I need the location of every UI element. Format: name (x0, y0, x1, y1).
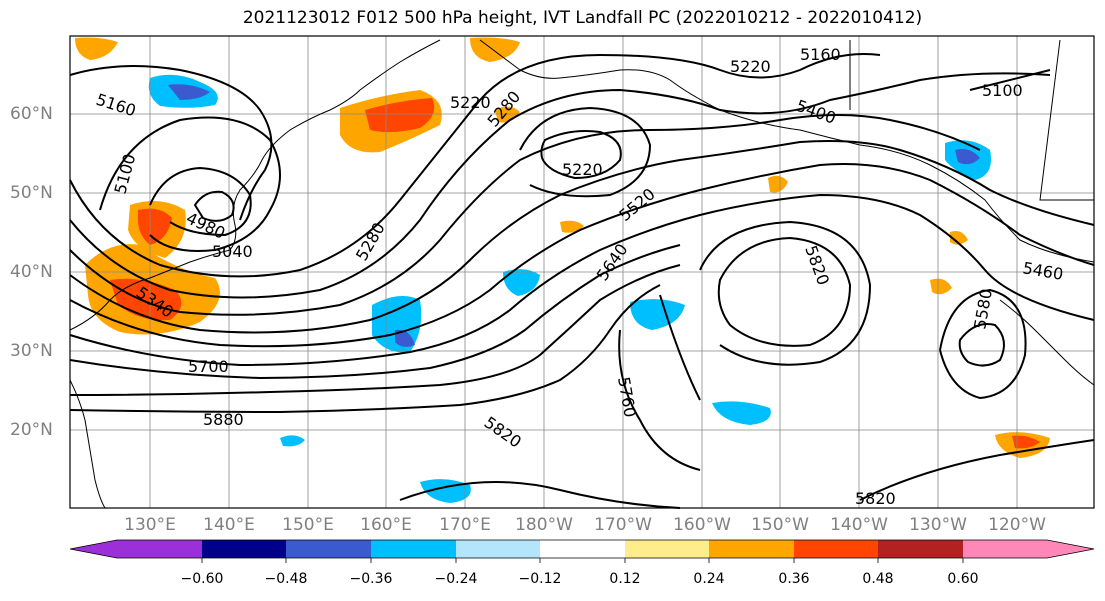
lon-label: 140°W (830, 515, 888, 535)
height-contours (69, 53, 1095, 509)
lat-label-30n: 30°N (10, 341, 53, 361)
lon-label: 140°E (203, 515, 255, 535)
colorbar-tick-label: 0.12 (609, 571, 641, 587)
colorbar-tick-label: −0.12 (518, 571, 562, 587)
lat-label-40n: 40°N (10, 262, 53, 282)
contour-label: 5220 (562, 160, 603, 179)
ivt-shading (75, 37, 1050, 503)
colorbar-tick-label: 0.60 (947, 571, 979, 587)
colorbar-tick-label: −0.24 (434, 571, 478, 587)
lat-label-60n: 60°N (10, 104, 53, 124)
contour-label: 5100 (982, 81, 1023, 100)
lon-label: 150°E (282, 515, 334, 535)
colorbar-tick-label: 0.36 (778, 571, 810, 587)
coastlines (69, 39, 1095, 509)
contour-label: 5880 (203, 410, 244, 429)
colorbar-tick-label: 0.24 (693, 571, 725, 587)
lon-label: 130°E (124, 515, 176, 535)
lon-label: 170°W (594, 515, 652, 535)
lon-label: 150°W (751, 515, 809, 535)
lat-label-50n: 50°N (10, 183, 53, 203)
lon-label: 170°E (439, 515, 491, 535)
contour-label: 5820 (855, 489, 896, 508)
lon-label: 120°W (988, 515, 1046, 535)
contour-label-layer: 5160 5100 4980 5040 5220 5280 5160 5220 … (94, 45, 1065, 508)
colorbar-tick-label: 0.48 (862, 571, 894, 587)
lat-label-20n: 20°N (10, 420, 53, 440)
map-title: 2021123012 F012 500 hPa height, IVT Land… (242, 8, 923, 28)
contour-label: 5040 (212, 242, 253, 261)
colorbar-tick-label: −0.36 (349, 571, 393, 587)
lon-label: 130°W (909, 515, 967, 535)
contour-label: 5220 (730, 57, 771, 76)
lon-label: 180°W (515, 515, 573, 535)
lon-label: 160°W (673, 515, 731, 535)
lon-label: 160°E (360, 515, 412, 535)
graticule (70, 36, 1094, 508)
colorbar (69, 539, 1095, 563)
contour-label: 5160 (800, 45, 841, 64)
contour-label: 5700 (188, 357, 229, 376)
colorbar-tick-label: −0.60 (180, 571, 224, 587)
colorbar-tick-label: −0.48 (264, 571, 308, 587)
contour-label: 5220 (450, 93, 491, 112)
